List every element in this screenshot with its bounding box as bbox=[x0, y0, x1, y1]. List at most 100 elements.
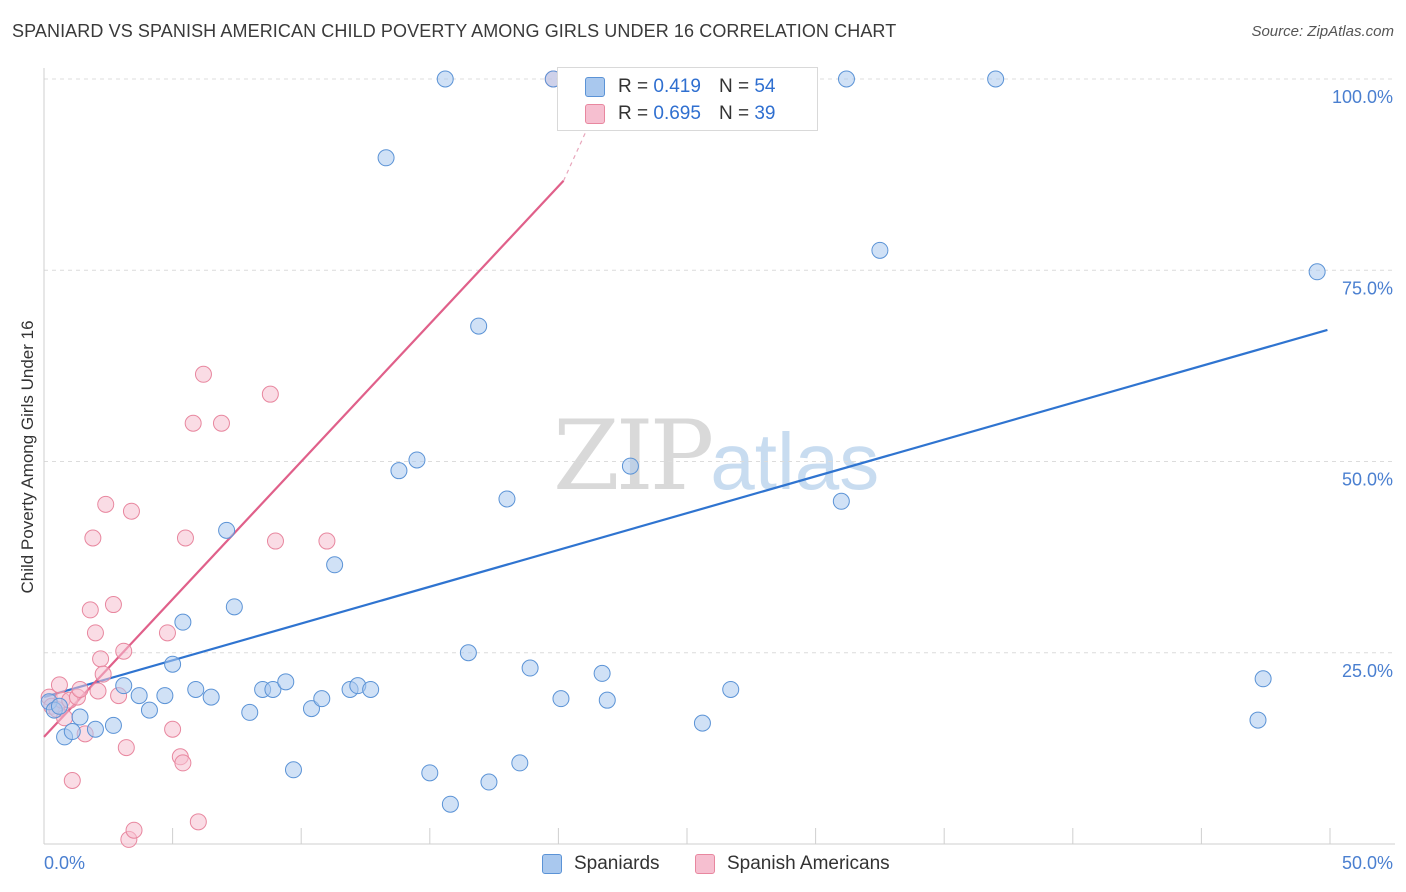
trend-line-spaniards bbox=[43, 328, 1328, 699]
point-spaniards bbox=[693, 714, 711, 732]
point-spaniards bbox=[164, 655, 182, 673]
y-tick-label: 100.0% bbox=[1332, 87, 1393, 107]
point-spaniards bbox=[140, 701, 158, 719]
point-spaniards bbox=[313, 690, 331, 708]
tick-labels: 25.0% 50.0% 75.0% 100.0% 0.0% 50.0% Child Pove… bbox=[18, 87, 1393, 873]
legend-row-spanish-americans: R = 0.695 N = 39 bbox=[585, 102, 775, 126]
point-spaniards bbox=[1249, 711, 1267, 729]
point-spanish-americans bbox=[81, 601, 99, 619]
legend-r-value: 0.695 bbox=[653, 103, 701, 124]
point-spaniards bbox=[722, 680, 740, 698]
point-spaniards bbox=[218, 521, 236, 539]
point-spaniards bbox=[156, 687, 174, 705]
point-spaniards bbox=[871, 241, 889, 259]
point-spanish-americans bbox=[318, 532, 336, 550]
x-tick-label: 0.0% bbox=[44, 853, 85, 873]
point-spanish-americans bbox=[164, 720, 182, 738]
point-spaniards bbox=[408, 451, 426, 469]
point-spanish-americans bbox=[86, 624, 104, 642]
point-spaniards bbox=[390, 462, 408, 480]
point-spaniards bbox=[362, 680, 380, 698]
point-spanish-americans bbox=[176, 529, 194, 547]
point-spaniards bbox=[50, 697, 68, 715]
point-spaniards bbox=[130, 687, 148, 705]
legend-r-value: 0.419 bbox=[653, 76, 701, 97]
point-spanish-americans bbox=[122, 502, 140, 520]
point-spanish-americans bbox=[63, 772, 81, 790]
point-spanish-americans bbox=[189, 813, 207, 831]
point-spanish-americans bbox=[92, 650, 110, 668]
point-spanish-americans bbox=[117, 739, 135, 757]
point-spaniards bbox=[837, 70, 855, 88]
point-spaniards bbox=[187, 680, 205, 698]
bottom-legend-label-spanish-americans: Spanish Americans bbox=[727, 853, 890, 874]
point-spaniards bbox=[832, 492, 850, 510]
point-spaniards bbox=[511, 754, 529, 772]
point-spanish-americans bbox=[158, 624, 176, 642]
point-spaniards bbox=[480, 773, 498, 791]
point-spaniards bbox=[1308, 263, 1326, 281]
point-spanish-americans bbox=[97, 495, 115, 513]
point-spaniards bbox=[521, 659, 539, 677]
source-label: Source: ZipAtlas.com bbox=[1251, 23, 1394, 40]
point-spaniards bbox=[174, 613, 192, 631]
point-spaniards bbox=[459, 644, 477, 662]
point-spaniards bbox=[470, 317, 488, 335]
y-tick-label: 25.0% bbox=[1342, 661, 1393, 681]
point-spanish-americans bbox=[115, 642, 133, 660]
point-spanish-americans bbox=[266, 532, 284, 550]
point-spaniards bbox=[86, 720, 104, 738]
point-spaniards bbox=[593, 664, 611, 682]
x-tick-label: 50.0% bbox=[1342, 853, 1393, 873]
legend-row-spaniards: R = 0.419 N = 54 bbox=[585, 75, 776, 99]
point-spaniards bbox=[277, 673, 295, 691]
chart-title: SPANIARD VS SPANISH AMERICAN CHILD POVER… bbox=[12, 21, 897, 41]
point-spanish-americans bbox=[89, 682, 107, 700]
point-spanish-americans bbox=[84, 529, 102, 547]
legend-swatch-spaniards bbox=[585, 77, 605, 97]
correlation-legend: R = 0.419 N = 54 R = 0.695 N = 39 bbox=[557, 67, 818, 131]
point-spaniards bbox=[598, 691, 616, 709]
bottom-legend-spaniards: Spaniards bbox=[542, 851, 660, 877]
legend-swatch-spanish-americans bbox=[585, 104, 605, 124]
point-spaniards bbox=[202, 688, 220, 706]
bottom-legend-swatch-spaniards bbox=[542, 854, 562, 874]
legend-n-label: N = bbox=[718, 76, 750, 97]
point-spaniards bbox=[104, 716, 122, 734]
point-spanish-americans bbox=[261, 385, 279, 403]
trend-lines bbox=[43, 78, 1328, 738]
grid-lines bbox=[44, 78, 1395, 654]
point-spaniards bbox=[436, 70, 454, 88]
point-spaniards bbox=[441, 795, 459, 813]
trend-line-extension bbox=[562, 78, 611, 181]
point-spanish-americans bbox=[94, 665, 112, 683]
point-spaniards bbox=[377, 149, 395, 167]
y-tick-label: 50.0% bbox=[1342, 470, 1393, 490]
legend-r-label: R = bbox=[618, 76, 649, 97]
point-spaniards bbox=[241, 703, 259, 721]
point-spaniards bbox=[264, 680, 282, 698]
point-spanish-americans bbox=[184, 414, 202, 432]
point-spaniards bbox=[552, 690, 570, 708]
point-spanish-americans bbox=[212, 414, 230, 432]
trend-line-spanish-americans bbox=[43, 179, 565, 738]
point-spanish-americans bbox=[104, 596, 122, 614]
point-spanish-americans bbox=[50, 676, 68, 694]
point-spaniards bbox=[225, 598, 243, 616]
legend-n-value: 54 bbox=[754, 76, 776, 97]
point-spanish-americans bbox=[125, 821, 143, 839]
point-spanish-americans bbox=[174, 754, 192, 772]
point-spaniards bbox=[498, 490, 516, 508]
point-spaniards bbox=[115, 677, 133, 695]
point-spaniards bbox=[71, 708, 89, 726]
y-tick-label: 75.0% bbox=[1342, 278, 1393, 298]
point-spaniards bbox=[63, 723, 81, 741]
point-spaniards bbox=[987, 70, 1005, 88]
y-axis-label: Child Poverty Among Girls Under 16 bbox=[18, 320, 37, 593]
point-spaniards bbox=[302, 700, 320, 718]
point-spaniards bbox=[326, 556, 344, 574]
point-spanish-americans bbox=[194, 365, 212, 383]
bottom-legend-label-spaniards: Spaniards bbox=[574, 853, 660, 874]
bottom-legend-spanish-americans: Spanish Americans bbox=[695, 851, 890, 877]
point-spaniards bbox=[621, 457, 639, 475]
